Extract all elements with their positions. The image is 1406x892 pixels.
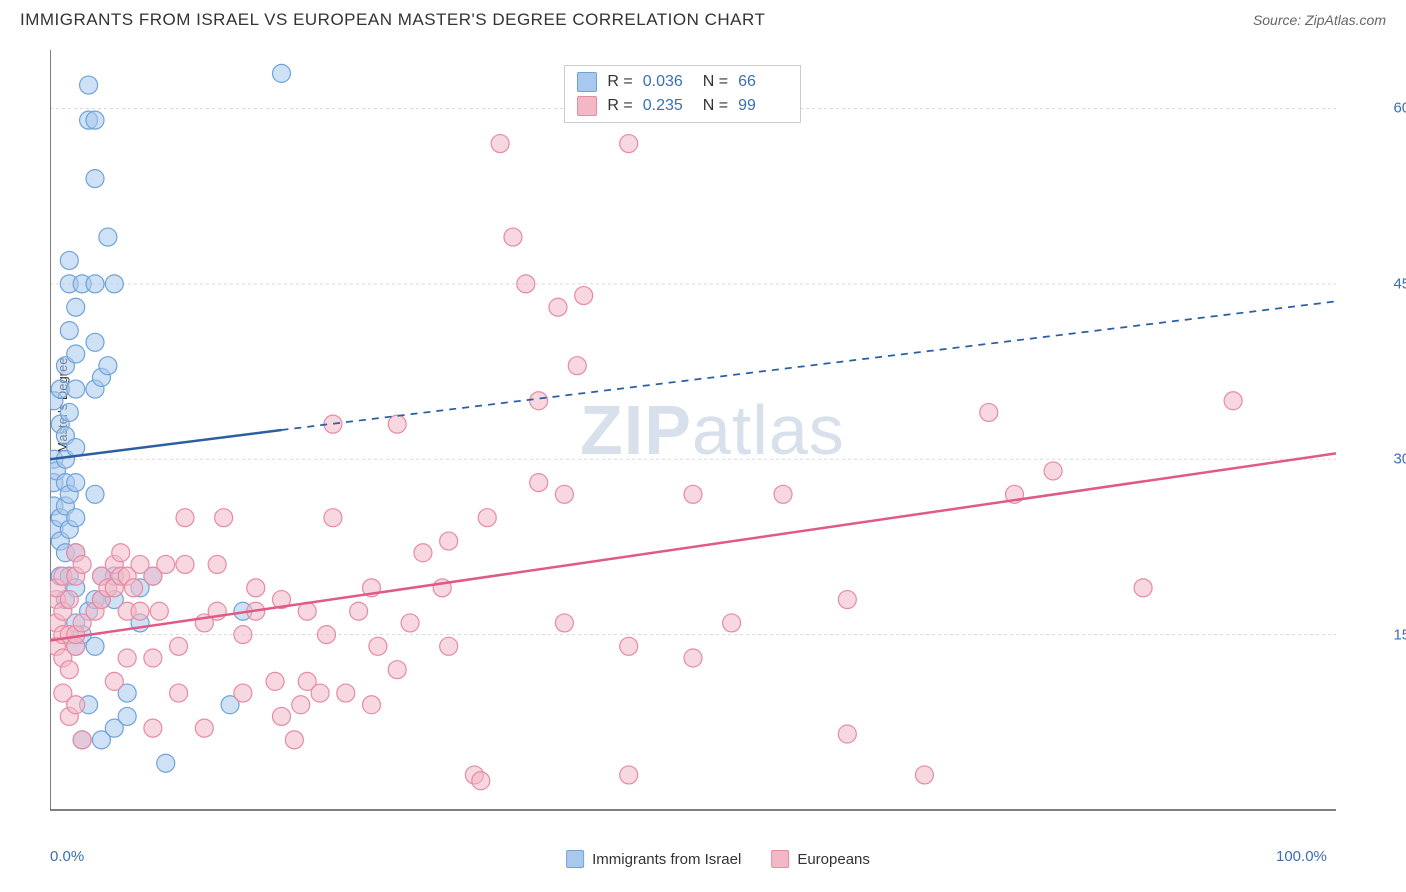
n-value: 66: [738, 73, 788, 91]
series-swatch: [577, 96, 597, 116]
stat-row: R = 0.036 N = 66: [577, 72, 788, 92]
r-label: R =: [607, 97, 632, 115]
series-swatch: [577, 72, 597, 92]
n-label: N =: [703, 73, 728, 91]
y-tick-label: 60.0%: [1393, 100, 1406, 117]
y-tick-label: 30.0%: [1393, 451, 1406, 468]
y-tick-label: 15.0%: [1393, 626, 1406, 643]
scatter-plot: [50, 50, 1386, 840]
legend-swatch: [771, 850, 789, 868]
legend-label: Immigrants from Israel: [592, 851, 741, 868]
x-tick-label: 0.0%: [50, 848, 84, 865]
legend-item: Europeans: [771, 850, 870, 868]
x-axis-legend: Immigrants from Israel Europeans: [566, 850, 870, 868]
y-tick-label: 45.0%: [1393, 275, 1406, 292]
r-value: 0.235: [643, 97, 693, 115]
legend-label: Europeans: [797, 851, 870, 868]
legend-swatch: [566, 850, 584, 868]
n-value: 99: [738, 97, 788, 115]
n-label: N =: [703, 97, 728, 115]
stat-row: R = 0.235 N = 99: [577, 96, 788, 116]
chart-title: IMMIGRANTS FROM ISRAEL VS EUROPEAN MASTE…: [20, 10, 765, 30]
x-tick-label: 100.0%: [1276, 848, 1327, 865]
source-attribution: Source: ZipAtlas.com: [1253, 12, 1386, 28]
chart-area: Master's Degree ZIPatlas R =0.036N =66R …: [50, 50, 1386, 840]
legend-item: Immigrants from Israel: [566, 850, 741, 868]
r-label: R =: [607, 73, 632, 91]
correlation-stats-box: R = 0.036 N = 66 R = 0.235 N = 99: [564, 65, 801, 123]
r-value: 0.036: [643, 73, 693, 91]
